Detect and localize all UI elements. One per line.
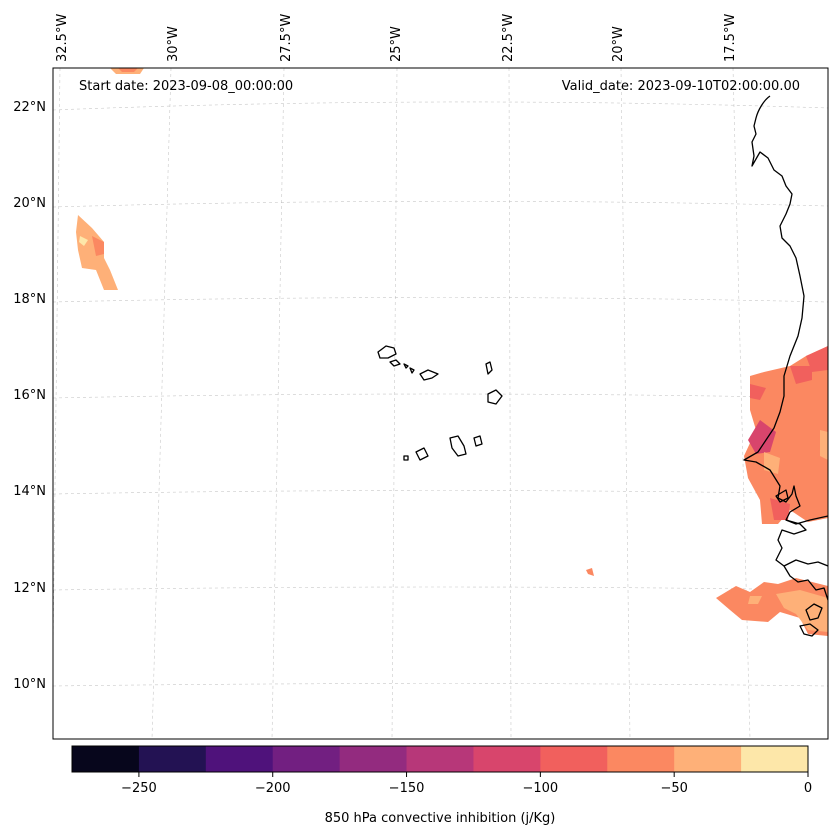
colorbar-swatch [339, 746, 408, 772]
colorbar-tick-label: −150 [389, 781, 425, 796]
colorbar-swatch [138, 746, 207, 772]
lat-tick: 10°N [13, 677, 46, 692]
colorbar-swatch [406, 746, 474, 772]
colorbar-swatch [741, 746, 809, 772]
colorbar-swatch [72, 746, 140, 772]
colorbar-swatch [473, 746, 541, 772]
colorbar-tick-label: −100 [523, 781, 559, 796]
lon-tick: 30°W [166, 26, 181, 62]
colorbar-swatch [674, 746, 742, 772]
lon-tick: 27.5°W [279, 14, 294, 62]
colorbar-frame [71, 745, 809, 773]
colorbar [71, 745, 809, 773]
cape-verde-islands [377, 345, 503, 461]
colorbar-swatch [205, 746, 274, 772]
lat-tick: 20°N [13, 196, 46, 211]
lat-tick: 14°N [13, 484, 46, 499]
colorbar-tick-label: −200 [255, 781, 291, 796]
colorbar-label: 850 hPa convective inhibition (j/Kg) [325, 811, 556, 826]
colorbar-swatch [607, 746, 675, 772]
lat-tick: 18°N [13, 292, 46, 307]
coastline [743, 95, 828, 637]
valid-date-label: Valid_date: 2023-09-10T02:00:00.00 [562, 79, 800, 94]
lat-tick: 12°N [13, 581, 46, 596]
colorbar-tick-label: −250 [121, 781, 157, 796]
lat-tick: 22°N [13, 100, 46, 115]
colorbar-swatch [540, 746, 608, 772]
colorbar-tick-label: −50 [660, 781, 687, 796]
lon-tick: 20°W [611, 26, 626, 62]
map-area [53, 68, 828, 739]
lat-tick: 16°N [13, 388, 46, 403]
lon-tick: 25°W [389, 26, 404, 62]
map-frame [52, 67, 829, 740]
start-date-label: Start date: 2023-09-08_00:00:00 [79, 79, 293, 94]
lon-tick: 32.5°W [55, 14, 70, 62]
colorbar-swatch [272, 746, 341, 772]
colorbar-tick-label: 0 [804, 781, 812, 796]
cin-contours [76, 68, 828, 636]
colorbar-ticks: −250 −200 −150 −100 −50 0 [121, 772, 812, 796]
lon-tick: 22.5°W [501, 14, 516, 62]
latitude-ticks: 22°N 20°N 18°N 16°N 14°N 12°N 10°N [13, 100, 46, 692]
longitude-ticks: 32.5°W 30°W 27.5°W 25°W 22.5°W 20°W 17.5… [55, 14, 738, 62]
lon-tick: 17.5°W [723, 14, 738, 62]
